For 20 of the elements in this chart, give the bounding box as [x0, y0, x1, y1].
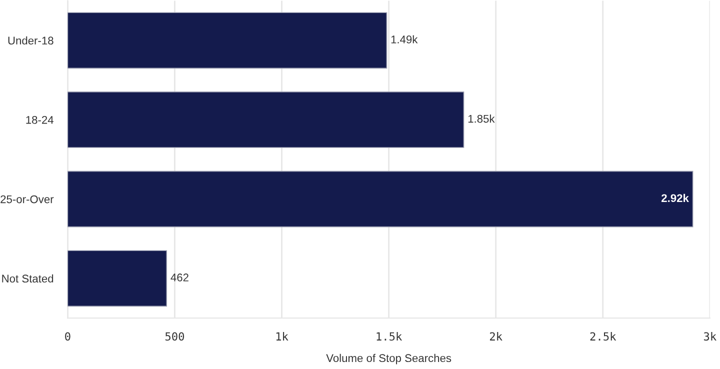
x-tick-label: 1.5k [376, 332, 402, 341]
y-tick-label: 18-24 [26, 116, 54, 124]
bar [68, 92, 464, 148]
x-tick-label: 2.5k [590, 332, 616, 341]
data-label: 2.92k [662, 194, 689, 202]
y-tick-label: Not Stated [2, 274, 54, 283]
bar [68, 250, 168, 307]
y-tick-label: 25-or-Over [0, 195, 54, 204]
x-tick-label: 500 [165, 332, 184, 341]
x-axis-title: Volume of Stop Searches [326, 354, 452, 364]
x-tick-label: 3k [704, 332, 716, 341]
x-tick-label: 0 [65, 332, 70, 341]
x-tick-label: 2k [490, 332, 502, 340]
bar [68, 170, 694, 228]
data-label: 462 [170, 274, 188, 282]
data-label: 1.85k [468, 114, 495, 123]
x-tick-label: 1k [276, 332, 288, 340]
bar [68, 12, 388, 69]
y-tick-label: Under-18 [8, 36, 54, 45]
data-label: 1.49k [391, 35, 418, 44]
